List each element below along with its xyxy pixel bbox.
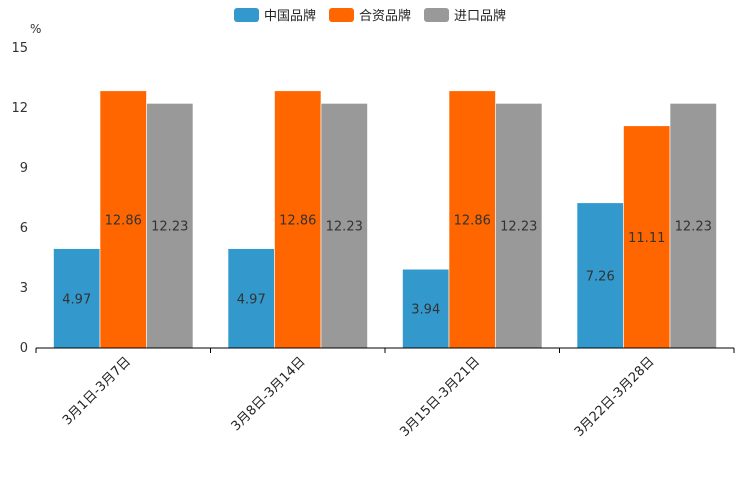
bar-item-1[interactable] (227, 248, 275, 349)
data-label: 7.26 (586, 269, 615, 284)
legend-swatch (234, 8, 259, 22)
legend-label: 进口品牌 (454, 8, 506, 24)
bar-item-0[interactable] (53, 248, 101, 349)
data-label: 12.86 (105, 213, 142, 228)
y-tick-label: 15 (11, 41, 28, 56)
bar-item-0[interactable] (146, 103, 194, 349)
bar-item-2[interactable] (448, 90, 496, 349)
legend-item-1[interactable]: 合资品牌 (329, 8, 411, 24)
data-label: 4.97 (62, 292, 91, 307)
y-tick-label: 12 (11, 101, 28, 116)
data-label: 12.23 (151, 220, 188, 235)
bar-item-1[interactable] (320, 103, 368, 349)
bar-item-3[interactable] (669, 103, 717, 349)
bars: 4.97 12.86 12.23 4.97 12.86 12.23 3.94 12.86 12.… (53, 90, 717, 349)
data-label: 12.23 (326, 220, 363, 235)
bar-item-0[interactable] (99, 90, 147, 349)
data-label: 11.11 (628, 231, 665, 246)
y-tick-label: 0 (20, 341, 28, 356)
legend-label: 中国品牌 (264, 8, 316, 24)
data-label: 12.86 (279, 213, 316, 228)
y-tick-label: 6 (20, 221, 28, 236)
y-tick-label: 3 (20, 281, 28, 296)
x-tick-label: 3月1日-3月7日 (60, 354, 134, 428)
y-axis: 0 3 6 9 12 15 (11, 41, 28, 356)
legend-swatch (329, 8, 354, 22)
y-tick-label: 9 (20, 161, 28, 176)
data-label: 4.97 (237, 292, 266, 307)
data-label: 12.23 (675, 220, 712, 235)
legend: 中国品牌 合资品牌 进口品牌 (234, 8, 506, 24)
y-axis-unit-label: % (30, 22, 41, 36)
legend-item-2[interactable]: 进口品牌 (424, 8, 506, 24)
data-label: 12.86 (454, 213, 491, 228)
legend-swatch (424, 8, 449, 22)
x-tick-label: 3月15日-3月21日 (397, 354, 483, 440)
legend-item-0[interactable]: 中国品牌 (234, 8, 316, 24)
data-label: 12.23 (500, 220, 537, 235)
data-label: 3.94 (411, 303, 440, 318)
bar-item-1[interactable] (274, 90, 322, 349)
bar-item-3[interactable] (576, 202, 624, 349)
x-tick-label: 3月22日-3月28日 (572, 354, 658, 440)
legend-label: 合资品牌 (359, 8, 411, 24)
x-tick-label: 3月8日-3月14日 (229, 354, 309, 434)
x-axis: 3月1日-3月7日 3月8日-3月14日 3月15日-3月21日 3月22日-3月28… (35, 347, 735, 440)
